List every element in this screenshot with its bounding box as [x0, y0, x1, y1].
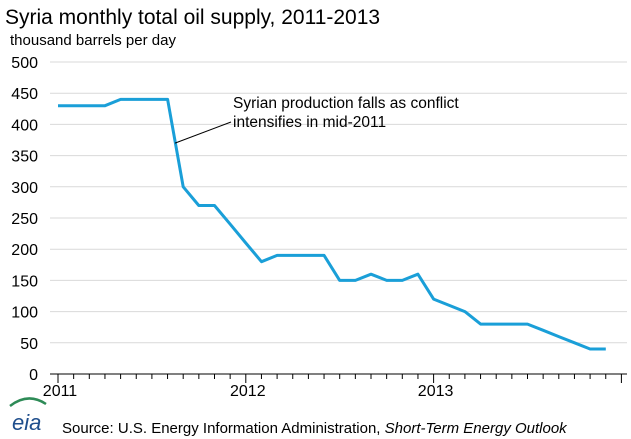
x-tick-label: 2012 [230, 383, 266, 400]
eia-logo-arc [9, 397, 47, 408]
y-tick-label: 350 [11, 149, 38, 166]
eia-logo-text: eia [12, 410, 41, 435]
y-tick-label: 100 [11, 305, 38, 322]
y-tick-label: 150 [11, 273, 38, 290]
chart-subtitle: thousand barrels per day [10, 32, 176, 49]
annotation-line-1: Syrian production falls as conflict [233, 95, 459, 112]
chart-title: Syria monthly total oil supply, 2011-201… [5, 6, 380, 29]
y-tick-label: 400 [11, 117, 38, 134]
eia-logo: eia [9, 397, 47, 435]
annotation-line-2: intensifies in mid-2011 [233, 114, 386, 131]
source-prefix: Source: U.S. Energy Information Administ… [62, 420, 385, 437]
y-tick-label: 200 [11, 242, 38, 259]
y-tick-label: 300 [11, 180, 38, 197]
y-tick-label: 250 [11, 211, 38, 228]
gridlines [50, 61, 627, 344]
y-tick-label: 0 [29, 367, 38, 384]
source-publication: Short-Term Energy Outlook [385, 420, 569, 437]
y-axis-tick-labels: 0 50 100 150 200 250 300 350 400 450 500 [11, 55, 38, 384]
x-axis-ticks: 2011 2012 2013 [43, 374, 622, 400]
x-tick-label: 2013 [418, 383, 454, 400]
y-tick-label: 500 [11, 55, 38, 72]
y-tick-label: 50 [20, 336, 38, 353]
series-line [58, 97, 606, 351]
annotation-leader-line [174, 121, 232, 144]
series-layer [57, 97, 606, 351]
y-tick-label: 450 [11, 86, 38, 103]
source-note: Source: U.S. Energy Information Administ… [62, 420, 568, 437]
x-tick-label: 2011 [43, 383, 78, 400]
